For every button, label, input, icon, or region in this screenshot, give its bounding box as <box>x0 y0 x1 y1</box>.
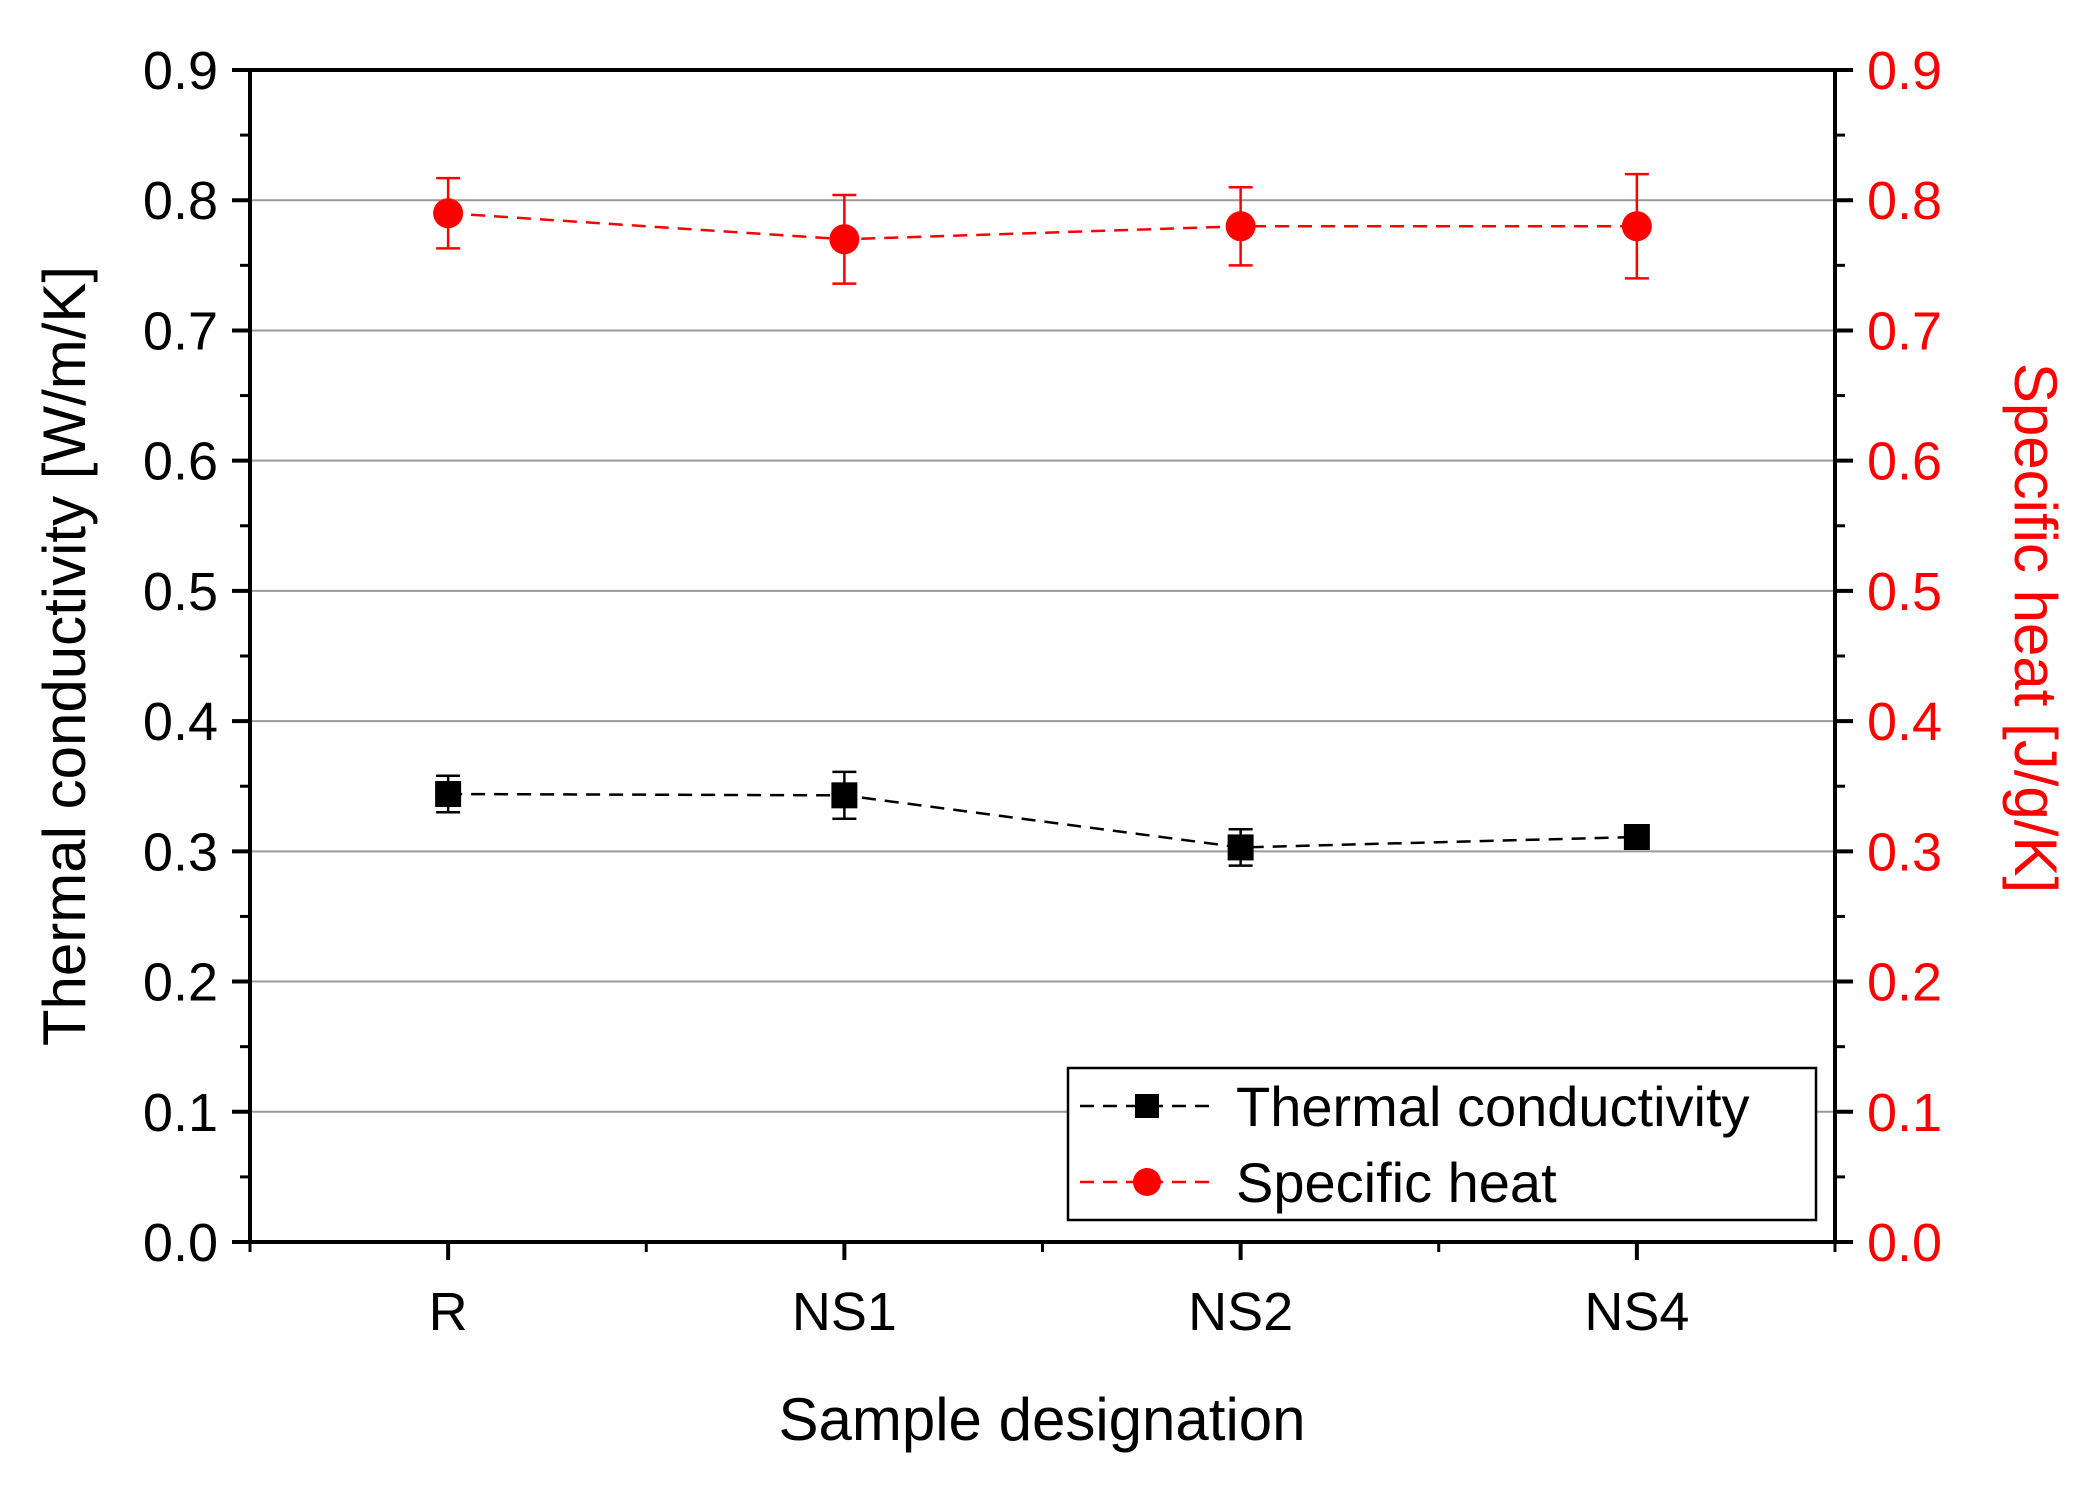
legend-item-specific-heat: Specific heat <box>1080 1151 1557 1214</box>
y-tick-label-right: 0.3 <box>1867 822 1942 882</box>
y-tick-label-right: 0.0 <box>1867 1213 1942 1273</box>
y-tick-label-right: 0.1 <box>1867 1083 1942 1143</box>
y-tick-label-right: 0.4 <box>1867 692 1942 752</box>
legend-box <box>1066 1066 1818 1222</box>
legend-marker-circle <box>1133 1168 1161 1196</box>
y-tick-label-left: 0.5 <box>143 562 218 622</box>
data-point-circle <box>829 224 860 255</box>
series-line-specific-heat <box>448 211 1637 241</box>
y-tick-label-left: 0.4 <box>143 692 218 752</box>
data-point-square <box>435 781 462 808</box>
legend-label-thermal-conductivity: Thermal conductivity <box>1236 1075 1750 1138</box>
y-tick-label-left: 0.7 <box>143 301 218 361</box>
y-tick-label-left: 0.1 <box>143 1083 218 1143</box>
legend-marker-square <box>1135 1094 1159 1118</box>
y-tick-label-right: 0.7 <box>1867 301 1942 361</box>
data-point-square <box>1623 824 1650 851</box>
data-point-circle <box>1621 211 1652 242</box>
data-point-square <box>831 782 858 809</box>
axes: 0.0 0.0 0.1 0.1 0.2 0.2 0.3 0.3 0.4 0.4 0.5 0.5 0.6 0… <box>143 41 1942 1342</box>
series-thermal-conductivity <box>435 770 1650 867</box>
y-tick-label-right: 0.5 <box>1867 562 1942 622</box>
y-axis-title-right: Specific heat [J/g/K] <box>2002 363 2069 893</box>
x-tick-label: R <box>429 1282 468 1342</box>
x-tick-label: NS2 <box>1188 1282 1293 1342</box>
gridlines <box>250 199 1835 1113</box>
data-point-circle <box>433 198 464 229</box>
y-axis-title-left: Thermal conductivity [W/m/K] <box>31 266 98 1046</box>
data-point-circle <box>1225 211 1256 242</box>
y-tick-label-left: 0.2 <box>143 953 218 1013</box>
x-tick-label: NS1 <box>792 1282 897 1342</box>
y-tick-label-left: 0.9 <box>143 41 218 101</box>
series-layer <box>433 172 1652 867</box>
series-line-thermal-conductivity <box>448 792 1637 849</box>
x-axis-title: Sample designation <box>778 1386 1305 1453</box>
y-tick-label-right: 0.2 <box>1867 953 1942 1013</box>
legend-item-thermal-conductivity: Thermal conductivity <box>1080 1075 1750 1138</box>
x-tick-label: NS4 <box>1584 1282 1689 1342</box>
data-point-square <box>1227 834 1254 861</box>
y-tick-label-left: 0.3 <box>143 822 218 882</box>
y-tick-label-left: 0.0 <box>143 1213 218 1273</box>
y-tick-label-right: 0.6 <box>1867 432 1942 492</box>
y-tick-label-right: 0.8 <box>1867 171 1942 231</box>
y-tick-label-left: 0.8 <box>143 171 218 231</box>
y-tick-label-right: 0.9 <box>1867 41 1942 101</box>
legend: Thermal conductivity Specific heat <box>1066 1066 1818 1222</box>
series-specific-heat <box>433 172 1652 285</box>
y-tick-label-left: 0.6 <box>143 432 218 492</box>
legend-label-specific-heat: Specific heat <box>1236 1151 1557 1214</box>
